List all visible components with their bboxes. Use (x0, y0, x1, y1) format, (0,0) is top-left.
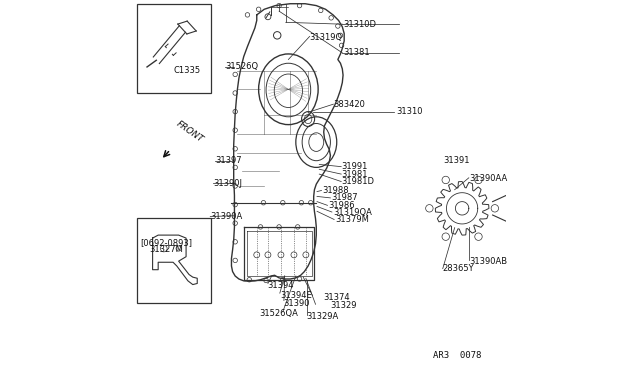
Text: 31390AA: 31390AA (470, 174, 508, 183)
Text: 31329: 31329 (330, 301, 357, 310)
Text: 31987: 31987 (331, 193, 358, 202)
Text: 31381: 31381 (343, 48, 370, 57)
Text: 31991: 31991 (342, 162, 368, 171)
Text: FRONT: FRONT (175, 119, 205, 144)
Text: AR3  0078: AR3 0078 (433, 351, 482, 360)
Text: 31526Q: 31526Q (225, 62, 259, 71)
Text: 31319Q: 31319Q (309, 33, 342, 42)
Text: 31379M: 31379M (335, 215, 369, 224)
Text: 31981: 31981 (342, 170, 368, 179)
Text: [0692-0893]: [0692-0893] (141, 238, 193, 247)
Text: 31329A: 31329A (306, 312, 338, 321)
Text: 31981D: 31981D (342, 177, 374, 186)
Text: 31526QA: 31526QA (260, 309, 299, 318)
Bar (137, 218, 211, 303)
Text: 31327M: 31327M (149, 245, 183, 254)
Text: 31390J: 31390J (213, 179, 242, 187)
Text: 31391: 31391 (444, 156, 470, 165)
Text: 31310: 31310 (396, 107, 423, 116)
Text: 31986: 31986 (328, 201, 355, 210)
Text: C1335: C1335 (173, 66, 200, 75)
Bar (137, 4, 211, 93)
Text: 31374: 31374 (324, 293, 350, 302)
Text: 31310D: 31310D (343, 20, 376, 29)
Text: 31390: 31390 (284, 299, 310, 308)
Text: 31394: 31394 (267, 281, 294, 290)
Text: 28365Y: 28365Y (442, 264, 474, 273)
Text: 383420: 383420 (333, 100, 365, 109)
Text: 31394E: 31394E (280, 291, 312, 300)
Text: 31390A: 31390A (211, 212, 243, 221)
Text: 31988: 31988 (322, 186, 349, 195)
Text: 31390AB: 31390AB (468, 257, 507, 266)
Text: 31397: 31397 (215, 156, 242, 165)
Text: 31319QA: 31319QA (333, 208, 372, 217)
